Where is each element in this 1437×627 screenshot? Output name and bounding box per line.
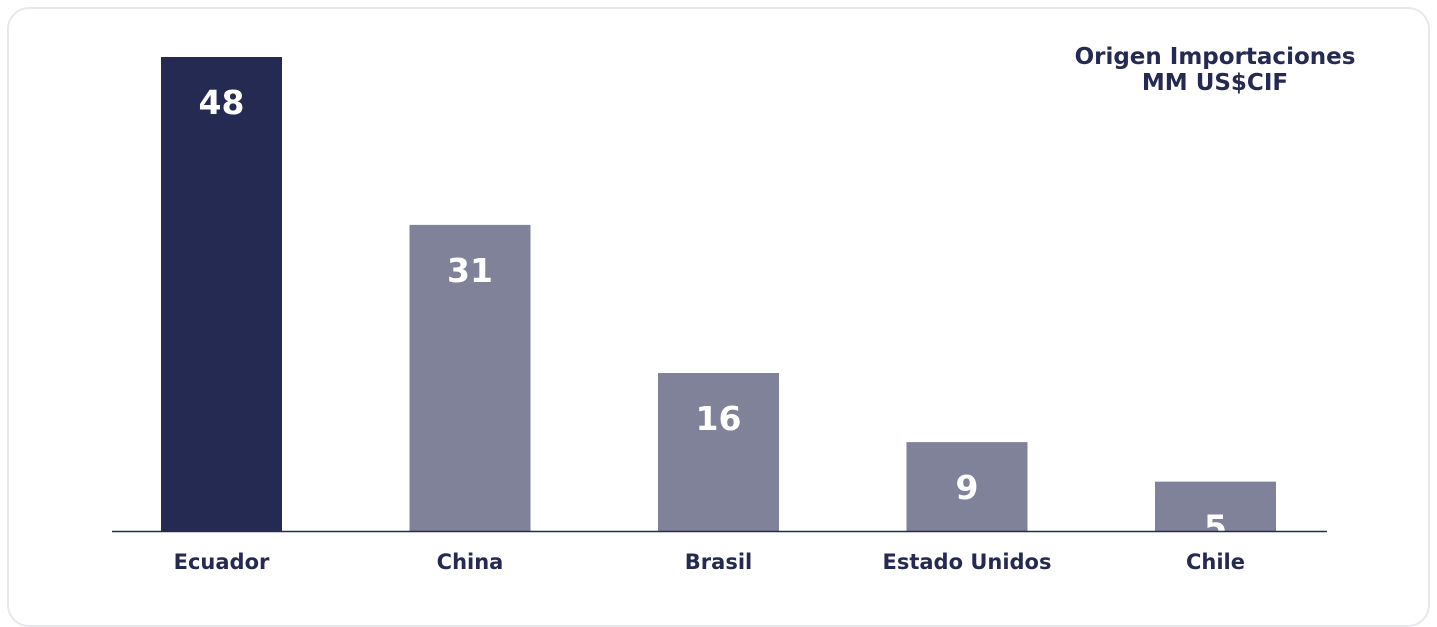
bar-value-label: 9 bbox=[956, 468, 979, 507]
bar-value-label: 5 bbox=[1204, 508, 1227, 547]
x-tick-label: Chile bbox=[1186, 550, 1245, 574]
bar-estado-unidos bbox=[906, 442, 1028, 531]
bar-chile bbox=[1155, 481, 1276, 531]
chart-title-line-2: MM US$CIF bbox=[1141, 70, 1289, 96]
bar-china bbox=[409, 224, 531, 531]
bar-ecuador bbox=[161, 57, 282, 531]
bar-brasil bbox=[658, 373, 779, 531]
bar-value-label: 31 bbox=[447, 251, 493, 290]
bar-value-label: 48 bbox=[199, 83, 245, 122]
x-tick-label: Ecuador bbox=[174, 550, 270, 574]
x-tick-label: China bbox=[437, 550, 504, 574]
x-tick-label: Brasil bbox=[685, 550, 752, 574]
chart-title-line-1: Origen Importaciones bbox=[1074, 44, 1356, 70]
x-tick-label: Estado Unidos bbox=[883, 550, 1052, 574]
chart-title: Origen Importaciones MM US$CIF bbox=[1040, 44, 1390, 96]
bar-value-label: 16 bbox=[696, 399, 742, 438]
